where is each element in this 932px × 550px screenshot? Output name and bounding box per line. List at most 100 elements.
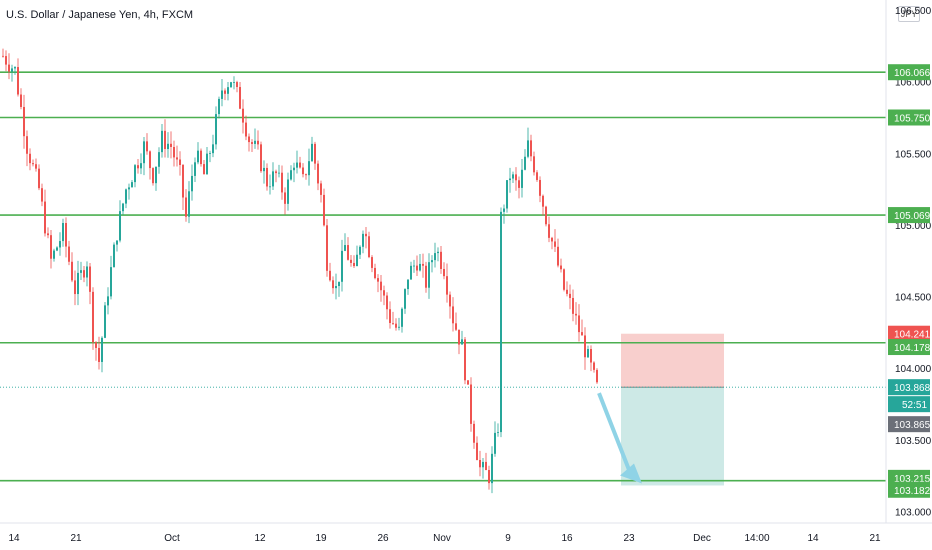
candle-body — [587, 348, 589, 358]
price-tick-label: 105.500 — [895, 149, 932, 160]
candle-body — [572, 297, 574, 314]
price-tick-label: 104.000 — [895, 364, 932, 375]
candle-body — [518, 180, 520, 188]
horizontal-levels[interactable] — [0, 71, 886, 482]
candle-body — [578, 315, 580, 333]
candle-body — [530, 140, 532, 157]
candle-body — [542, 195, 544, 207]
candle-body — [155, 166, 157, 184]
price-tick-label: 105.000 — [895, 221, 932, 232]
candle-body — [152, 168, 154, 184]
time-tick-label: 26 — [377, 533, 389, 544]
candle-body — [218, 98, 220, 115]
candle-body — [68, 246, 70, 262]
candle-body — [326, 225, 328, 271]
level-tag — [888, 64, 930, 81]
candle-body — [368, 236, 370, 258]
take-profit-zone[interactable] — [621, 387, 724, 486]
candle-body — [467, 380, 469, 385]
candle-body — [179, 159, 181, 165]
price-axis[interactable]: 103.000 103.500 104.000 104.500 105.000 105.5… — [895, 6, 932, 519]
candle-body — [74, 280, 76, 295]
candle-body — [395, 323, 397, 328]
candle-body — [488, 470, 490, 484]
candle-body — [353, 262, 355, 267]
candle-body — [515, 174, 517, 181]
candle-body — [371, 257, 373, 268]
candle-body — [128, 187, 130, 190]
candle-body — [470, 384, 472, 424]
candle-body — [185, 197, 187, 217]
candle-body — [506, 180, 508, 209]
stop-price-tag-text: 104.241 — [894, 330, 931, 341]
price-tick-label: 103.000 — [895, 508, 932, 519]
candle-body — [347, 245, 349, 260]
candle-body — [296, 162, 298, 168]
candle-body — [17, 67, 19, 95]
candle-body — [509, 178, 511, 181]
candle-body — [287, 179, 289, 204]
candle-body — [62, 222, 64, 242]
candle-body — [173, 146, 175, 158]
candle-body — [569, 293, 571, 298]
time-tick-label: 14 — [8, 533, 20, 544]
candle-body — [536, 172, 538, 180]
candle-body — [65, 222, 67, 247]
candle-body — [86, 266, 88, 278]
candle-body — [512, 174, 514, 179]
candle-body — [581, 332, 583, 336]
candle-body — [404, 289, 406, 309]
level-tag — [888, 207, 930, 224]
candle-body — [272, 171, 274, 187]
candle-body — [38, 168, 40, 189]
candle-body — [548, 224, 550, 238]
candle-body — [338, 281, 340, 287]
candle-body — [575, 313, 577, 316]
candle-body — [206, 153, 208, 175]
time-tick-label: 21 — [869, 533, 881, 544]
candle-body — [482, 461, 484, 468]
candle-body — [545, 206, 547, 225]
candle-body — [464, 339, 466, 381]
candle-body — [473, 423, 475, 443]
stop-price-tag — [888, 325, 930, 342]
candle-body — [392, 323, 394, 324]
candle-body — [95, 342, 97, 348]
level-tag-text: 104.178 — [894, 343, 931, 354]
time-axis[interactable]: 14 21 Oct 12 19 26 Nov 9 16 23 Dec 14:00 14 21 — [8, 533, 881, 544]
candle-body — [236, 82, 238, 88]
candle-body — [446, 276, 448, 295]
candle-body — [116, 240, 118, 245]
candle-body — [452, 306, 454, 324]
candle-body — [335, 286, 337, 289]
candle-body — [476, 442, 478, 461]
candle-body — [83, 270, 85, 278]
candle-body — [521, 169, 523, 188]
candle-body — [113, 244, 115, 268]
price-tick-label: 104.500 — [895, 293, 932, 304]
level-tag-text: 103.215 — [894, 474, 931, 485]
candle-body — [365, 233, 367, 237]
candle-body — [407, 279, 409, 290]
candle-body — [596, 369, 598, 383]
stop-loss-zone[interactable] — [621, 333, 724, 388]
candle-body — [212, 144, 214, 154]
currency-selector[interactable]: JPY — [898, 6, 920, 22]
candle-body — [26, 136, 28, 154]
candle-body — [221, 90, 223, 99]
candle-body — [20, 94, 22, 107]
candle-body — [266, 167, 268, 187]
candle-body — [308, 161, 310, 176]
time-tick-label: 9 — [505, 533, 511, 544]
candle-body — [44, 201, 46, 234]
candle-body — [440, 251, 442, 269]
projection-arrow[interactable] — [597, 392, 642, 484]
candle-body — [2, 55, 4, 57]
candle-body — [299, 162, 301, 168]
candle-body — [77, 272, 79, 295]
candle-body — [53, 250, 55, 259]
candle-body — [398, 326, 400, 328]
candle-body — [359, 246, 361, 255]
price-tick-label: 106.500 — [895, 6, 932, 17]
